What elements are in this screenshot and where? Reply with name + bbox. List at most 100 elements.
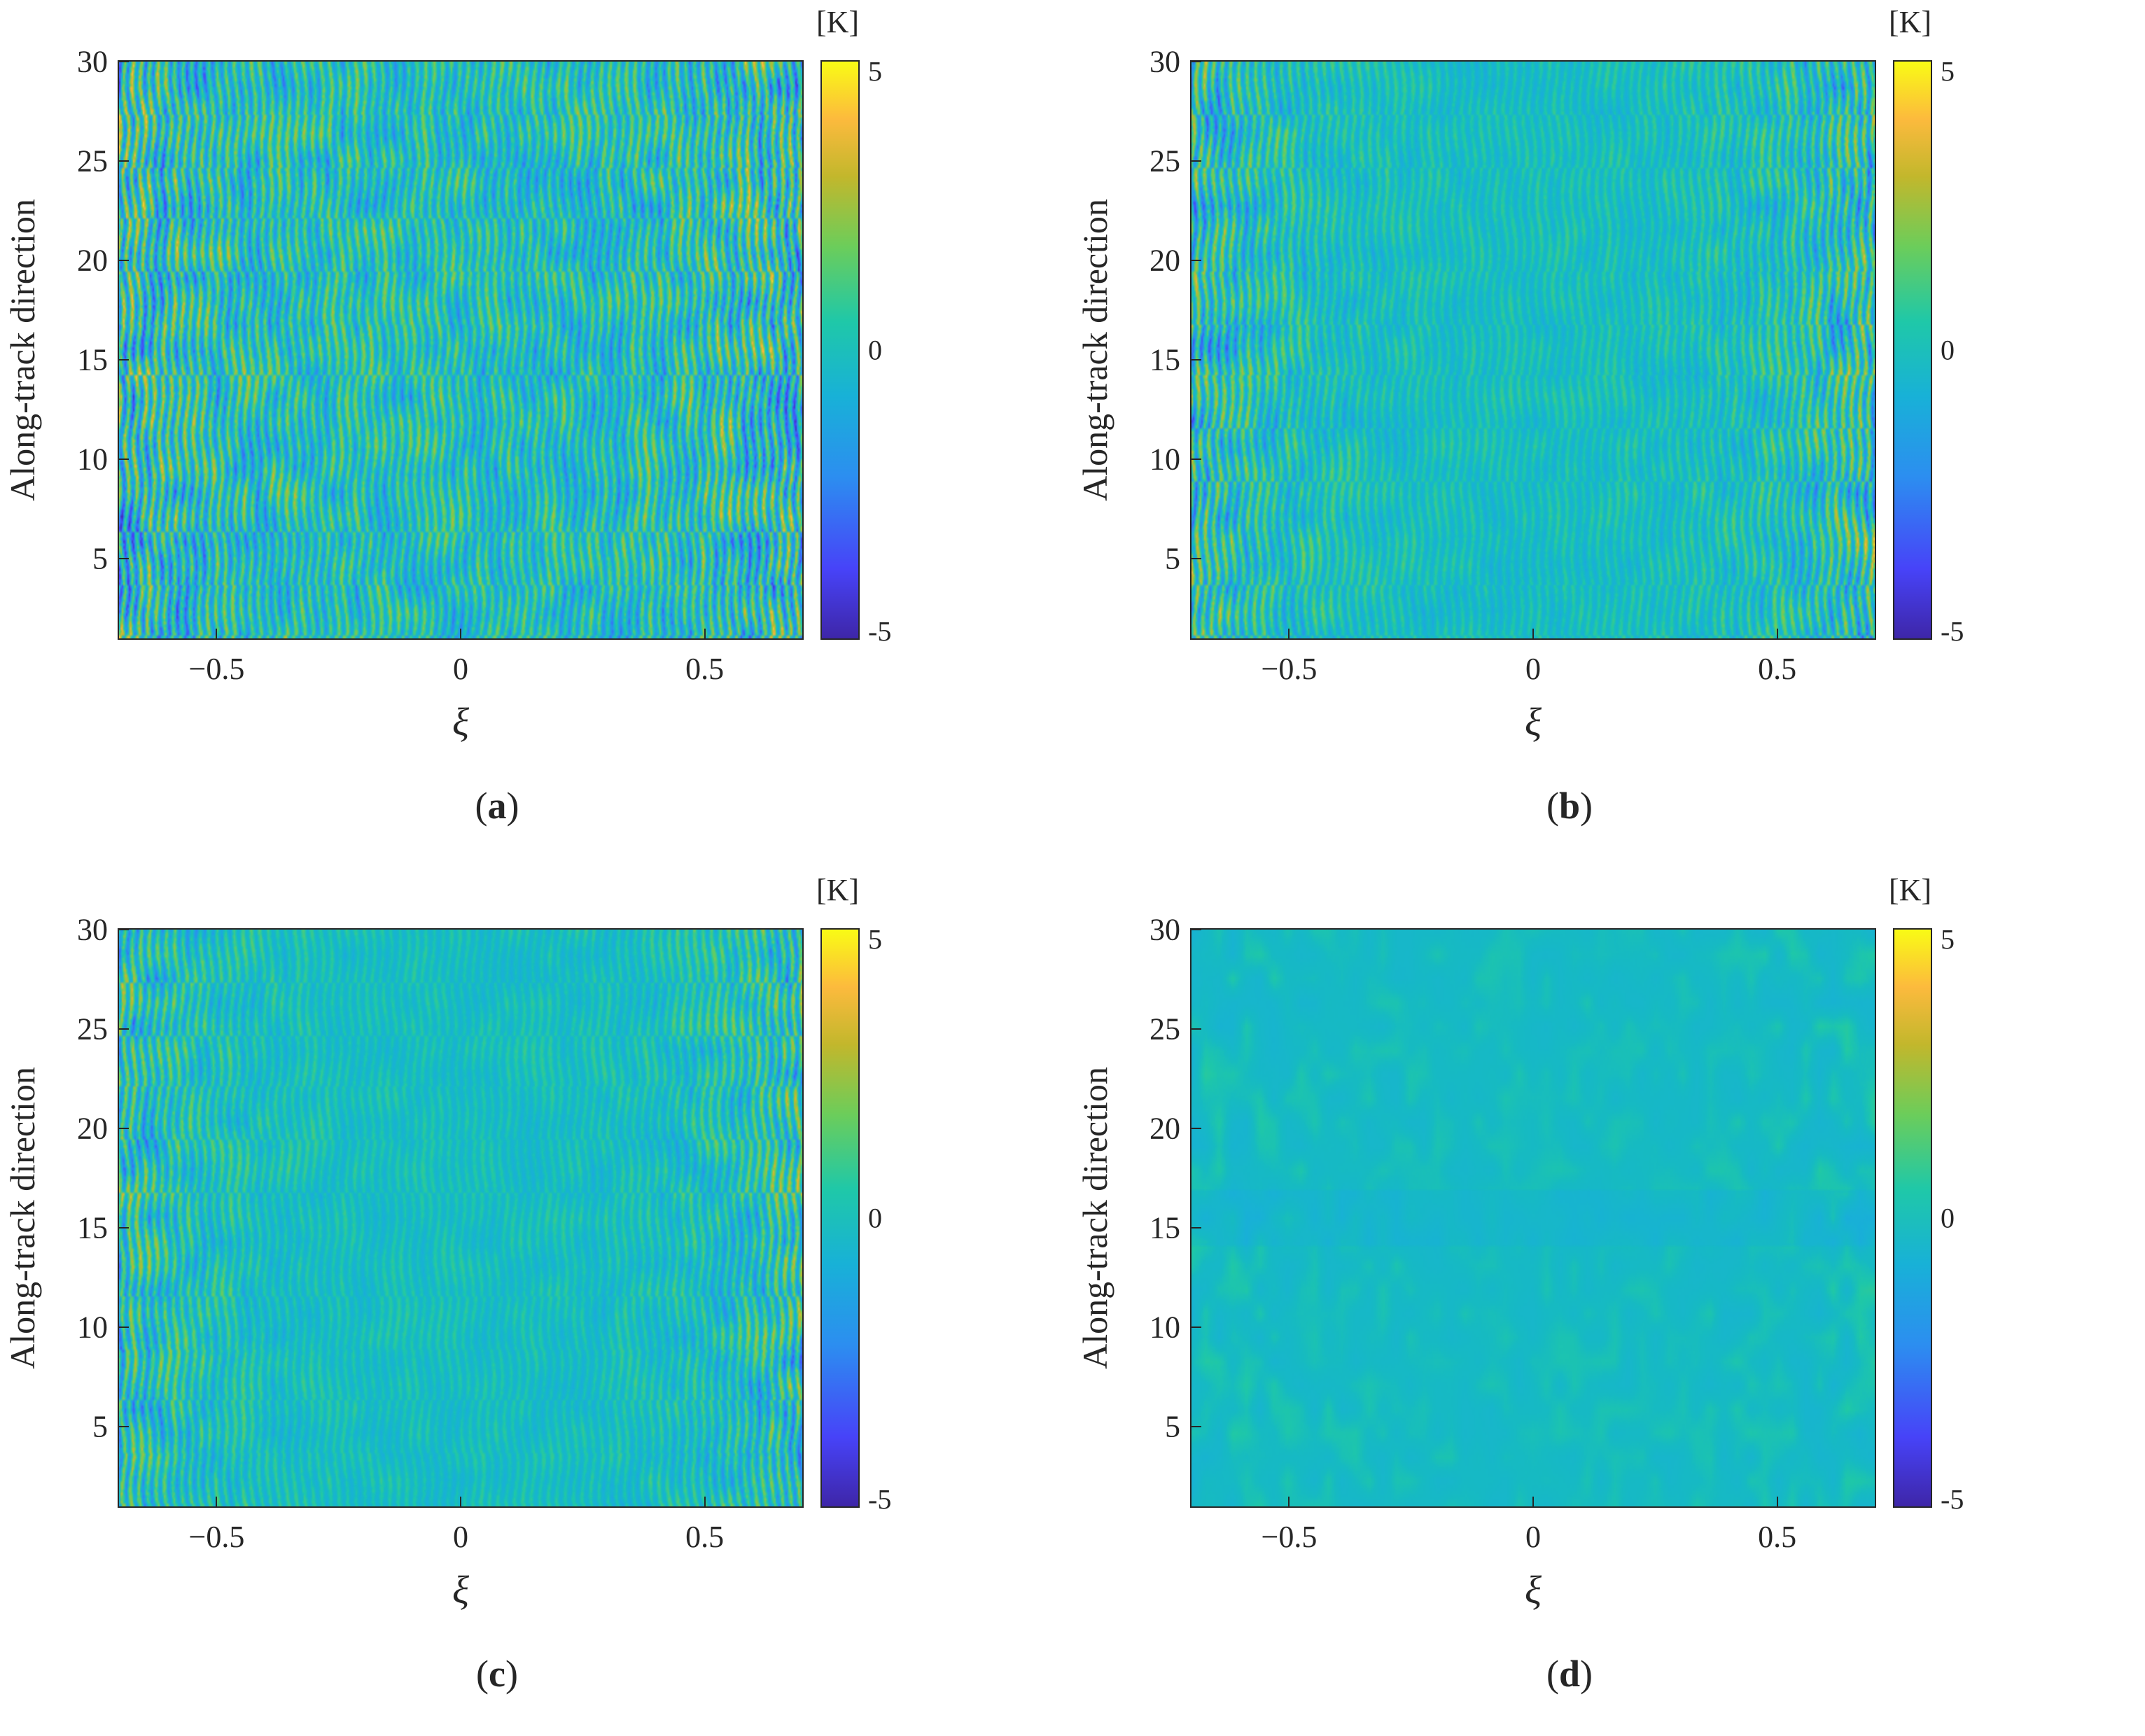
y-tick-label: 15 — [77, 1210, 108, 1245]
heatmap-image — [1192, 930, 1875, 1506]
y-tick-mark — [119, 1227, 129, 1229]
panel-caption-letter: b — [1558, 785, 1581, 827]
y-tick-mark — [1192, 260, 1201, 262]
y-tick-label: 20 — [77, 1111, 108, 1146]
y-tick-mark — [119, 1128, 129, 1130]
colorbar — [820, 928, 860, 1508]
y-tick-mark — [1192, 929, 1201, 930]
x-tick-mark — [704, 1497, 706, 1506]
y-tick-mark — [119, 1326, 129, 1329]
colorbar — [1893, 60, 1932, 640]
panel-caption-letter: d — [1558, 1653, 1581, 1695]
y-tick-mark — [1192, 1028, 1201, 1030]
x-tick-mark — [1776, 629, 1778, 638]
x-tick-mark — [460, 629, 461, 638]
x-tick-label: −0.5 — [1261, 652, 1318, 686]
x-tick-label: 0.5 — [685, 652, 725, 686]
heatmap-plot-area — [1190, 60, 1876, 640]
y-axis-label: Along-track direction — [1075, 1067, 1115, 1369]
panel-caption: (a) — [475, 785, 519, 827]
x-tick-label: 0 — [453, 1520, 468, 1554]
x-tick-mark — [704, 629, 706, 638]
colorbar-unit-label: [K] — [816, 5, 860, 39]
x-tick-label: 0 — [1525, 1520, 1541, 1554]
x-tick-mark — [1288, 1497, 1290, 1506]
x-tick-label: 0 — [1525, 652, 1541, 686]
y-tick-label: 30 — [1150, 912, 1180, 947]
x-tick-label: −0.5 — [188, 652, 245, 686]
y-tick-mark — [1192, 1128, 1201, 1130]
y-tick-label: 20 — [1150, 1111, 1180, 1146]
colorbar-tick-label: -5 — [868, 615, 892, 648]
y-tick-label: 30 — [77, 912, 108, 947]
colorbar-unit-label: [K] — [1889, 873, 1932, 907]
y-tick-label: 10 — [77, 442, 108, 477]
x-tick-mark — [1776, 1497, 1778, 1506]
y-tick-mark — [1192, 1227, 1201, 1229]
y-tick-label: 25 — [77, 1011, 108, 1046]
y-tick-mark — [1192, 359, 1201, 361]
colorbar — [1893, 928, 1932, 1508]
y-axis-label: Along-track direction — [3, 199, 42, 501]
y-tick-label: 30 — [1150, 44, 1180, 79]
x-axis-label: ξ — [452, 701, 469, 744]
colorbar-tick-label: -5 — [868, 1483, 892, 1516]
x-tick-label: 0.5 — [685, 1520, 725, 1554]
x-tick-mark — [216, 1497, 218, 1506]
colorbar-tick-label: 0 — [868, 334, 882, 366]
colorbar-tick-label: 5 — [868, 55, 882, 88]
heatmap-plot-area — [1190, 928, 1876, 1508]
y-tick-mark — [119, 929, 129, 930]
heatmap-panel-a: 5 10 15 20 25 30 −0.5 0 0.5 Along-track direction… — [0, 0, 1072, 868]
y-tick-mark — [119, 359, 129, 361]
y-tick-mark — [1192, 1426, 1201, 1428]
x-tick-mark — [1532, 629, 1534, 638]
heatmap-plot-area — [118, 928, 804, 1508]
y-tick-label: 10 — [77, 1310, 108, 1345]
x-tick-mark — [1532, 1497, 1534, 1506]
y-tick-label: 5 — [92, 541, 108, 576]
y-tick-mark — [119, 458, 129, 461]
y-tick-label: 20 — [1150, 243, 1180, 278]
colorbar-tick-label: -5 — [1941, 615, 1964, 648]
y-axis-label: Along-track direction — [1075, 199, 1115, 501]
x-axis-label: ξ — [1525, 701, 1542, 744]
colorbar-unit-label: [K] — [1889, 5, 1932, 39]
y-tick-label: 20 — [77, 243, 108, 278]
y-tick-mark — [119, 61, 129, 62]
y-tick-label: 10 — [1150, 1310, 1180, 1345]
x-tick-label: 0 — [453, 652, 468, 686]
heatmap-image — [119, 930, 802, 1506]
heatmap-panel-b: 5 10 15 20 25 30 −0.5 0 0.5 Along-track direction… — [1072, 0, 2145, 868]
colorbar-tick-label: 5 — [1941, 55, 1955, 88]
y-tick-mark — [119, 260, 129, 262]
heatmap-panel-c: 5 10 15 20 25 30 −0.5 0 0.5 Along-track direction… — [0, 868, 1072, 1736]
heatmap-panel-d: 5 10 15 20 25 30 −0.5 0 0.5 Along-track direction… — [1072, 868, 2145, 1736]
x-tick-label: 0.5 — [1758, 1520, 1797, 1554]
y-tick-mark — [119, 1028, 129, 1030]
x-tick-mark — [1288, 629, 1290, 638]
y-tick-label: 15 — [77, 342, 108, 377]
y-tick-label: 30 — [77, 44, 108, 79]
x-axis-label: ξ — [1525, 1569, 1542, 1612]
colorbar-tick-label: 0 — [1941, 334, 1955, 366]
y-tick-label: 15 — [1150, 342, 1180, 377]
y-tick-mark — [1192, 558, 1201, 560]
colorbar-tick-label: 5 — [1941, 923, 1955, 955]
y-tick-mark — [119, 160, 129, 162]
panel-caption-letter: a — [487, 785, 507, 827]
colorbar-tick-label: -5 — [1941, 1483, 1964, 1516]
colorbar — [820, 60, 860, 640]
y-tick-label: 10 — [1150, 442, 1180, 477]
panel-caption: (c) — [476, 1653, 518, 1695]
panel-caption: (d) — [1546, 1653, 1593, 1695]
y-tick-mark — [1192, 160, 1201, 162]
colorbar-tick-label: 5 — [868, 923, 882, 955]
y-tick-mark — [119, 558, 129, 560]
y-tick-label: 25 — [1150, 144, 1180, 178]
y-tick-mark — [119, 1426, 129, 1428]
y-tick-label: 25 — [77, 144, 108, 178]
heatmap-plot-area — [118, 60, 804, 640]
x-tick-label: −0.5 — [1261, 1520, 1318, 1554]
y-axis-label: Along-track direction — [3, 1067, 42, 1369]
